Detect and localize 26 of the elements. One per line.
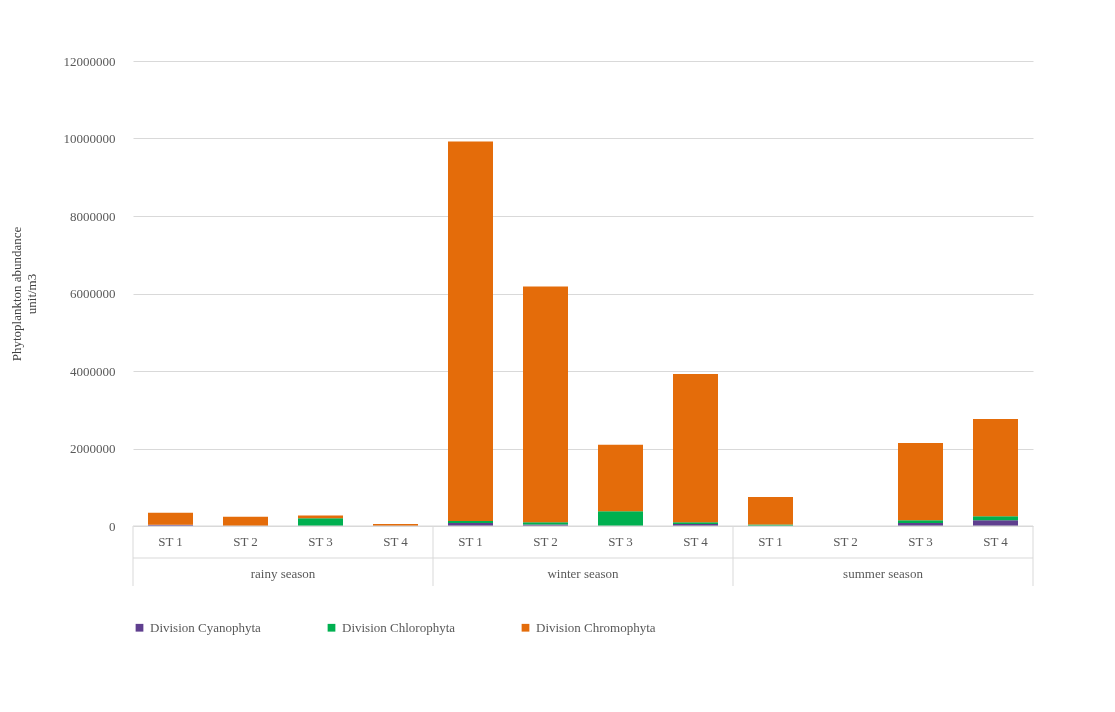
legend-label: Division Chromophyta [536, 619, 656, 635]
text: winter season [547, 566, 620, 581]
y-tick-label: 10000000 [63, 131, 116, 146]
x-tick-label: ST 3 [908, 534, 933, 549]
y-tick-label: 6000000 [70, 286, 116, 301]
x-tick-label: ST 4 [983, 534, 1009, 549]
x-tick-label: ST 2 [233, 534, 258, 549]
x-tick-label: ST 2 [833, 534, 858, 549]
y-tick-label: 2000000 [70, 441, 116, 456]
y-axis-title: Phytoplankton abundance unit/m3 [8, 226, 39, 362]
y-tick-label: 12000000 [63, 53, 116, 69]
x-tick-label: ST 1 [458, 534, 483, 549]
y-tick-label: 4000000 [70, 363, 116, 379]
text: rainy season [250, 566, 316, 581]
x-tick-label: ST 4 [383, 534, 409, 549]
x-tick-label: ST 2 [533, 534, 558, 549]
x-tick-label: ST 4 [683, 534, 709, 549]
x-tick-label: ST 3 [608, 534, 633, 549]
legend-label: Division Chlorophyta [342, 619, 456, 635]
y-tick-label: 8000000 [70, 208, 116, 224]
legend-label: Division Cyanophyta [150, 619, 262, 635]
x-tick-label: ST 1 [158, 534, 183, 549]
x-tick-label: ST 1 [758, 534, 783, 549]
y-tick-label: 0 [109, 518, 116, 534]
text: summer season [843, 566, 924, 581]
x-tick-label: ST 3 [308, 534, 333, 549]
